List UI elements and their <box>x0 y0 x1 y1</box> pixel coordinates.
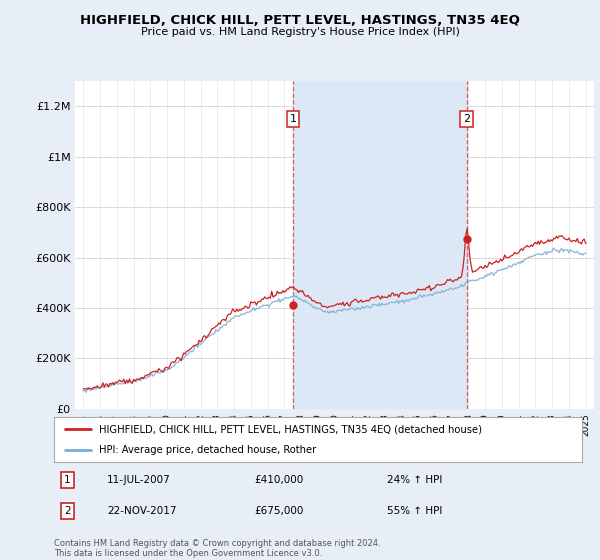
Text: HPI: Average price, detached house, Rother: HPI: Average price, detached house, Roth… <box>99 445 316 455</box>
Text: £675,000: £675,000 <box>254 506 304 516</box>
Text: 11-JUL-2007: 11-JUL-2007 <box>107 475 170 485</box>
Text: 1: 1 <box>290 114 296 124</box>
Text: 55% ↑ HPI: 55% ↑ HPI <box>386 506 442 516</box>
Text: HIGHFIELD, CHICK HILL, PETT LEVEL, HASTINGS, TN35 4EQ (detached house): HIGHFIELD, CHICK HILL, PETT LEVEL, HASTI… <box>99 424 482 435</box>
Text: 24% ↑ HPI: 24% ↑ HPI <box>386 475 442 485</box>
Text: HIGHFIELD, CHICK HILL, PETT LEVEL, HASTINGS, TN35 4EQ: HIGHFIELD, CHICK HILL, PETT LEVEL, HASTI… <box>80 14 520 27</box>
Text: Price paid vs. HM Land Registry's House Price Index (HPI): Price paid vs. HM Land Registry's House … <box>140 27 460 37</box>
Bar <box>293 81 467 409</box>
Text: 22-NOV-2017: 22-NOV-2017 <box>107 506 176 516</box>
Text: Contains HM Land Registry data © Crown copyright and database right 2024.
This d: Contains HM Land Registry data © Crown c… <box>54 539 380 558</box>
Text: 1: 1 <box>64 475 71 485</box>
Text: 2: 2 <box>64 506 71 516</box>
Text: 2: 2 <box>463 114 470 124</box>
Text: £410,000: £410,000 <box>254 475 304 485</box>
